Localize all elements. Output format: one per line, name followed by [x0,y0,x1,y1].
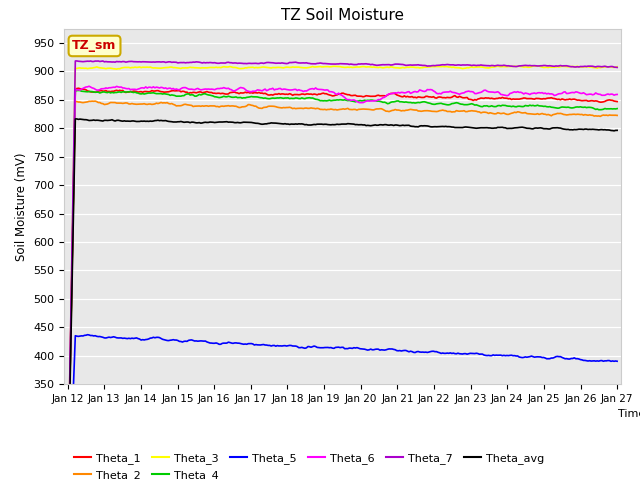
Theta_7 [132,59,140,65]
Line: Theta_2: Theta_2 [68,101,617,480]
Theta_3 [304,65,312,71]
Theta_5 [257,342,264,348]
Line: Theta_avg: Theta_avg [68,119,617,480]
Theta_7 [248,60,255,66]
Theta_4 [584,105,592,110]
Line: Theta_4: Theta_4 [68,90,617,480]
Theta_1 [257,90,264,96]
Line: Theta_5: Theta_5 [68,335,617,480]
Theta_1 [306,91,314,97]
Theta_7 [73,58,81,64]
Theta_6 [248,89,255,95]
Theta_avg [248,120,255,125]
Theta_5 [132,335,140,341]
Theta_5 [306,344,314,349]
Theta_6 [584,92,592,97]
Theta_7 [229,60,237,66]
Theta_1 [584,98,592,104]
Line: Theta_1: Theta_1 [68,88,617,480]
Theta_avg [132,119,140,124]
Theta_5 [613,359,621,364]
Theta_6 [257,87,264,93]
Theta_3 [228,64,236,70]
Theta_3 [613,64,621,70]
Theta_3 [535,63,543,69]
Theta_4 [248,94,255,99]
Theta_2 [248,102,255,108]
Text: TZ_sm: TZ_sm [72,39,116,52]
Theta_5 [84,332,92,337]
Theta_2 [613,112,621,118]
Theta_7 [257,60,264,66]
Theta_avg [73,116,81,122]
Theta_4 [306,95,314,101]
Theta_6 [229,88,237,94]
Line: Theta_7: Theta_7 [68,61,617,480]
Theta_1 [132,89,140,95]
Theta_5 [229,340,237,346]
Theta_4 [257,95,264,100]
Theta_avg [613,128,621,133]
Theta_2 [132,101,140,107]
X-axis label: Time: Time [618,409,640,419]
Theta_3 [584,64,592,70]
Theta_1 [74,85,82,91]
Theta_1 [613,99,621,105]
Y-axis label: Soil Moisture (mV): Soil Moisture (mV) [15,152,28,261]
Theta_4 [74,87,82,93]
Theta_6 [132,87,140,93]
Legend: Theta_1, Theta_2, Theta_3, Theta_4, Theta_5, Theta_6, Theta_7, Theta_avg: Theta_1, Theta_2, Theta_3, Theta_4, Thet… [70,449,549,480]
Theta_3 [255,65,263,71]
Theta_6 [613,92,621,97]
Theta_2 [584,112,592,118]
Theta_avg [257,121,264,127]
Theta_2 [92,98,99,104]
Theta_1 [229,89,237,95]
Theta_2 [229,103,237,109]
Theta_1 [248,90,255,96]
Theta_4 [132,90,140,96]
Theta_4 [613,106,621,111]
Title: TZ Soil Moisture: TZ Soil Moisture [281,9,404,24]
Theta_avg [584,127,592,132]
Theta_avg [306,122,314,128]
Line: Theta_6: Theta_6 [68,86,617,480]
Theta_avg [229,120,237,125]
Theta_7 [584,63,592,69]
Theta_5 [248,341,255,347]
Theta_6 [85,84,93,89]
Theta_5 [584,358,592,364]
Theta_6 [306,86,314,92]
Theta_2 [257,106,264,111]
Theta_7 [613,64,621,70]
Line: Theta_3: Theta_3 [68,66,617,480]
Theta_7 [306,60,314,66]
Theta_4 [229,95,237,100]
Theta_3 [246,64,253,70]
Theta_2 [306,106,314,111]
Theta_3 [131,64,139,70]
